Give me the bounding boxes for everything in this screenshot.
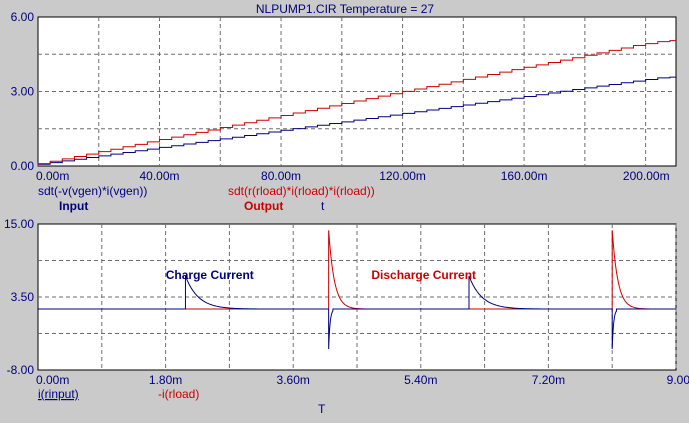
bottom-y-tick-label: -8.00	[7, 363, 35, 377]
top-series-1-tag: Input	[59, 199, 88, 213]
bottom-annotation-1: Charge Current	[166, 268, 254, 282]
bottom-x-tick-label: 0.00m	[36, 373, 69, 387]
top-x-tick-label: 120.00m	[379, 169, 426, 183]
bottom-traces	[38, 230, 676, 350]
top-traces	[37, 40, 676, 166]
bottom-series-1-name[interactable]: i(rinput)	[38, 387, 79, 401]
bottom-series-1-line	[38, 275, 676, 350]
top-series-1-name[interactable]: sdt(-v(vgen)*i(vgen))	[38, 184, 147, 198]
bottom-annotations: Charge Current Discharge Current	[166, 268, 476, 282]
bottom-series-2-name[interactable]: -i(rload)	[158, 387, 199, 401]
bottom-y-tick-label: 3.50	[11, 290, 35, 304]
top-y-tick-label: 6.00	[11, 10, 35, 24]
bottom-x-ticks: 0.00m 1.80m 3.60m 5.40m 7.20m 9.00m	[36, 373, 689, 387]
top-x-tick-label: 0.00m	[36, 169, 69, 183]
top-series-2-tag: Output	[244, 199, 283, 213]
top-chart: 0.00m 40.00m 80.00m 120.00m 160.00m 200.00m 0…	[11, 10, 677, 213]
top-x-ticks: 0.00m 40.00m 80.00m 120.00m 160.00m 200.00m	[36, 169, 670, 183]
top-x-tick-label: 200.00m	[623, 169, 670, 183]
top-x-tick-label: 40.00m	[140, 169, 180, 183]
top-grid	[38, 17, 676, 166]
bottom-annotation-2: Discharge Current	[371, 268, 476, 282]
window-title: NLPUMP1.CIR Temperature = 27	[256, 2, 435, 16]
bottom-y-ticks: -8.00 3.50 15.00	[4, 217, 34, 377]
bottom-x-tick-label: 3.60m	[277, 373, 310, 387]
bottom-x-axis-label: T	[318, 402, 326, 416]
top-series-2-line	[37, 40, 676, 166]
top-series-1-line	[37, 76, 676, 166]
bottom-x-tick-label: 1.80m	[149, 373, 182, 387]
bottom-chart: 0.00m 1.80m 3.60m 5.40m 7.20m 9.00m -8.00 3.50…	[4, 217, 689, 416]
bottom-y-tick-label: 15.00	[4, 217, 34, 231]
top-y-tick-label: 0.00	[11, 159, 35, 173]
top-series-2-name[interactable]: sdt(r(rload)*i(rload)*i(rload))	[228, 184, 375, 198]
top-x-tick-label: 80.00m	[261, 169, 301, 183]
bottom-x-tick-label: 7.20m	[532, 373, 565, 387]
top-x-axis-label: t	[321, 199, 325, 213]
bottom-x-tick-label: 9.00m	[667, 373, 689, 387]
top-x-tick-label: 160.00m	[501, 169, 548, 183]
top-y-ticks: 0.00 3.00 6.00	[11, 10, 35, 173]
top-y-tick-label: 3.00	[11, 85, 35, 99]
bottom-x-tick-label: 5.40m	[404, 373, 437, 387]
